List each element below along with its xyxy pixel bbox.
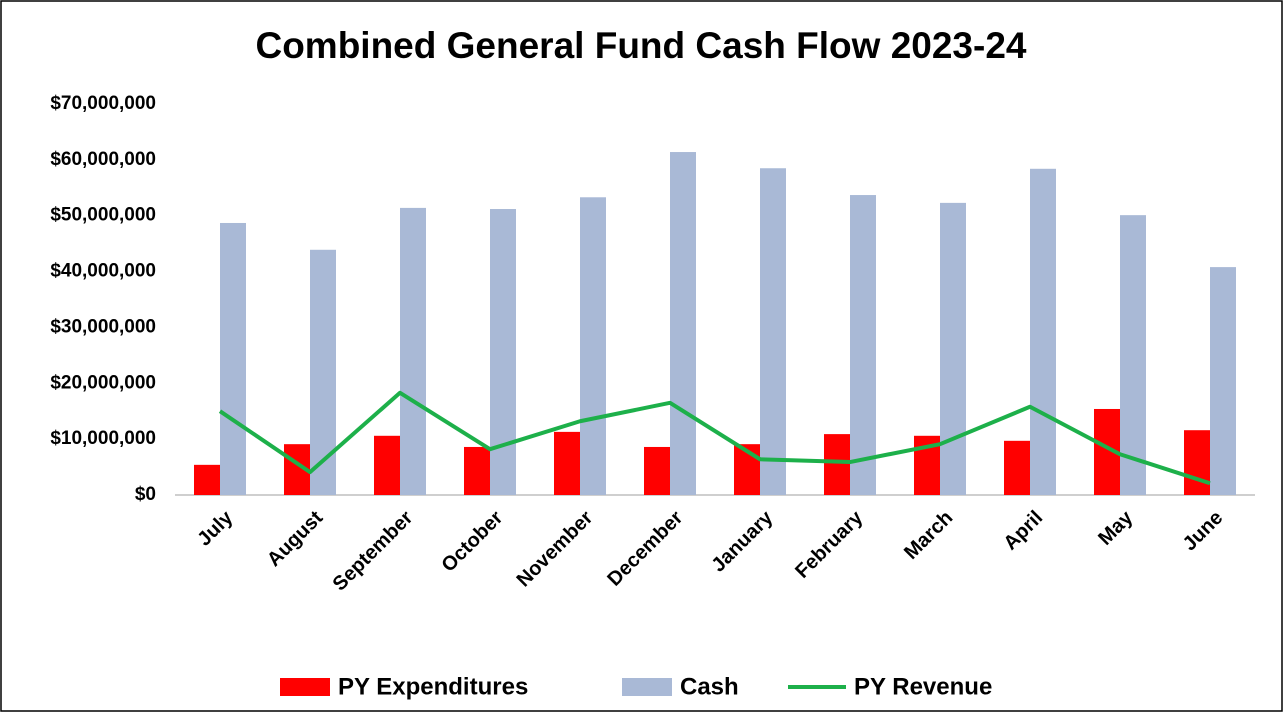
chart-title: Combined General Fund Cash Flow 2023-24 xyxy=(255,25,1026,66)
legend-label: PY Revenue xyxy=(854,673,992,700)
bar xyxy=(464,446,490,495)
legend-swatch xyxy=(280,678,330,696)
legend-label: PY Expenditures xyxy=(338,673,528,700)
bar xyxy=(580,197,606,495)
bar xyxy=(374,435,400,495)
y-tick-label: $20,000,000 xyxy=(50,372,156,393)
bar xyxy=(824,434,850,495)
bar xyxy=(1030,168,1056,495)
bar xyxy=(760,168,786,495)
bar xyxy=(400,207,426,495)
bar xyxy=(220,222,246,495)
legend-swatch xyxy=(622,678,672,696)
bar xyxy=(1210,267,1236,495)
y-tick-label: $50,000,000 xyxy=(50,205,156,226)
bar xyxy=(940,202,966,496)
bar xyxy=(490,209,516,496)
y-tick-label: $60,000,000 xyxy=(50,149,156,170)
bar xyxy=(644,446,670,495)
bar xyxy=(194,464,220,495)
bar xyxy=(670,152,696,495)
y-tick-label: $10,000,000 xyxy=(50,428,156,449)
bar xyxy=(1004,440,1030,495)
bar xyxy=(850,195,876,495)
legend-label: Cash xyxy=(680,673,739,700)
y-tick-label: $40,000,000 xyxy=(50,261,156,282)
line xyxy=(218,390,1211,486)
y-tick-label: $30,000,000 xyxy=(50,316,156,337)
bar xyxy=(1120,215,1146,496)
y-tick-label: $70,000,000 xyxy=(50,93,156,114)
bar xyxy=(1184,430,1210,495)
y-tick-label: $0 xyxy=(135,484,156,505)
bar xyxy=(554,431,580,495)
